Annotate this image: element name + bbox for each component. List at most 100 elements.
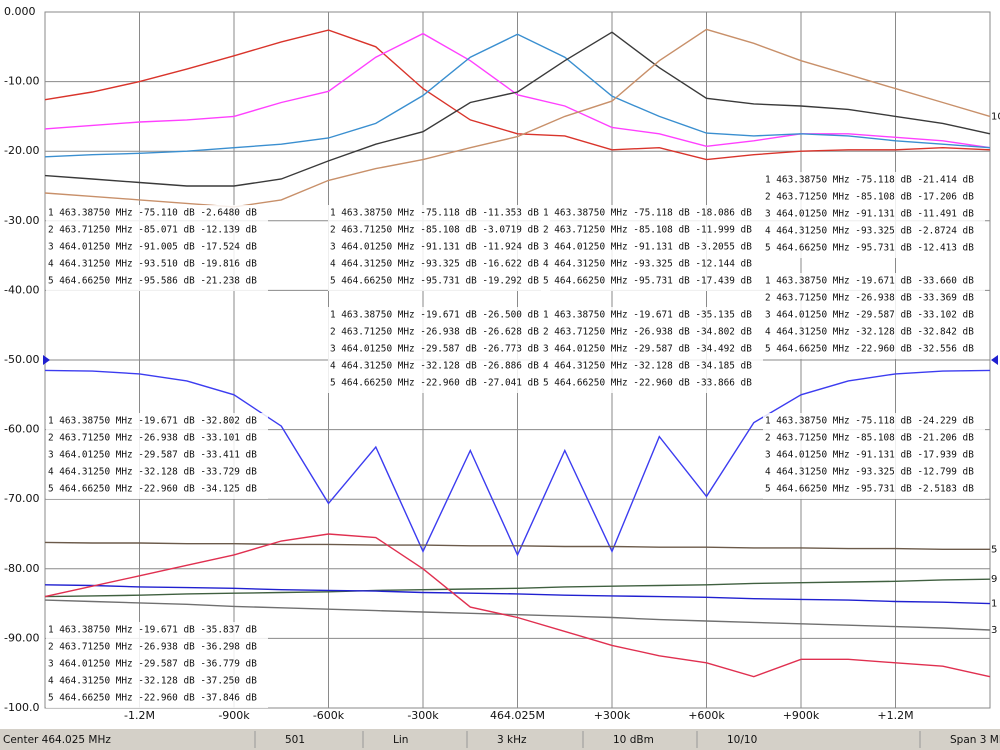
trace-end-label: 1 bbox=[991, 599, 997, 610]
trace-end-label: 5 bbox=[991, 544, 997, 555]
x-tick-label: 464.025M bbox=[490, 709, 545, 722]
trace bbox=[44, 578, 991, 598]
marker-readout: 4 464.31250 MHz -32.128 dB -33.729 dB bbox=[48, 467, 257, 478]
trace bbox=[44, 599, 991, 631]
x-tick-label: -600k bbox=[313, 709, 345, 722]
marker-readout: 2 463.71250 MHz -26.938 dB -33.369 dB bbox=[765, 293, 974, 304]
marker-readout: 3 464.01250 MHz -91.005 dB -17.524 dB bbox=[48, 242, 257, 253]
marker-readout: 5 464.66250 MHz -95.731 dB -19.292 dB bbox=[330, 276, 539, 287]
marker-readout: 1 463.38750 MHz -19.671 dB -32.802 dB bbox=[48, 416, 257, 427]
marker-readout: 4 464.31250 MHz -93.325 dB -16.622 dB bbox=[330, 259, 539, 270]
marker-readout: 2 463.71250 MHz -85.108 dB -17.206 dB bbox=[765, 192, 974, 203]
trace bbox=[44, 32, 991, 149]
marker-readout: 3 464.01250 MHz -91.131 dB -3.2055 dB bbox=[543, 242, 752, 253]
marker-readout: 2 463.71250 MHz -26.938 dB -34.802 dB bbox=[543, 327, 752, 338]
x-tick-label: -900k bbox=[218, 709, 250, 722]
marker-readout: 3 464.01250 MHz -29.587 dB -36.779 dB bbox=[48, 659, 257, 670]
marker-table-background bbox=[541, 205, 763, 291]
marker-table-background bbox=[763, 273, 985, 359]
x-tick-label: -300k bbox=[407, 709, 439, 722]
x-tick-label: +1.2M bbox=[877, 709, 913, 722]
status-field: Span 3 MHz bbox=[950, 734, 1000, 746]
marker-table-background bbox=[541, 307, 763, 393]
marker-readout: 4 464.31250 MHz -93.510 dB -19.816 dB bbox=[48, 259, 257, 270]
marker-table-background bbox=[328, 205, 550, 291]
marker-readout: 1 463.38750 MHz -19.671 dB -35.837 dB bbox=[48, 625, 257, 636]
trace-end-label: 10 bbox=[991, 111, 1000, 122]
marker-readout: 3 464.01250 MHz -91.131 dB -17.939 dB bbox=[765, 450, 974, 461]
marker-readout: 3 464.01250 MHz -29.587 dB -26.773 dB bbox=[330, 344, 539, 355]
marker-readout: 5 464.66250 MHz -95.731 dB -2.5183 dB bbox=[765, 484, 974, 495]
marker-readout: 3 464.01250 MHz -29.587 dB -33.411 dB bbox=[48, 450, 257, 461]
marker-table-background bbox=[46, 205, 268, 291]
y-tick-label: -70.00 bbox=[4, 492, 39, 505]
marker-readout: 1 463.38750 MHz -19.671 dB -35.135 dB bbox=[543, 310, 752, 321]
marker-readout: 1 463.38750 MHz -75.118 dB -24.229 dB bbox=[765, 416, 974, 427]
marker-readout: 5 464.66250 MHz -22.960 dB -27.041 dB bbox=[330, 378, 539, 389]
marker-readout: 1 463.38750 MHz -75.118 dB -21.414 dB bbox=[765, 175, 974, 186]
status-field: 3 kHz bbox=[497, 734, 527, 746]
status-field: Lin bbox=[393, 734, 408, 746]
status-field: 10 dBm bbox=[613, 734, 654, 746]
marker-readout: 5 464.66250 MHz -95.586 dB -21.238 dB bbox=[48, 276, 257, 287]
y-tick-label: -30.00 bbox=[4, 214, 39, 227]
x-tick-label: +300k bbox=[594, 709, 631, 722]
marker-readout: 4 464.31250 MHz -32.128 dB -32.842 dB bbox=[765, 327, 974, 338]
trace bbox=[44, 33, 991, 158]
y-tick-label: -20.00 bbox=[4, 144, 39, 157]
x-tick-label: +600k bbox=[688, 709, 725, 722]
marker-readout: 1 463.38750 MHz -75.110 dB -2.6480 dB bbox=[48, 208, 257, 219]
status-field: 501 bbox=[285, 734, 305, 746]
status-field: Center 464.025 MHz bbox=[3, 734, 111, 746]
marker-readout: 3 464.01250 MHz -29.587 dB -34.492 dB bbox=[543, 344, 752, 355]
marker-table-background bbox=[46, 413, 268, 499]
marker-readout: 2 463.71250 MHz -85.108 dB -21.206 dB bbox=[765, 433, 974, 444]
marker-readout: 3 464.01250 MHz -91.131 dB -11.924 dB bbox=[330, 242, 539, 253]
marker-table-background bbox=[763, 413, 985, 499]
marker-table-background bbox=[46, 622, 268, 708]
marker-readout: 1 463.38750 MHz -75.118 dB -18.086 dB bbox=[543, 208, 752, 219]
y-tick-label: 0.000 bbox=[4, 5, 36, 18]
marker-readout: 1 463.38750 MHz -19.671 dB -26.500 dB bbox=[330, 310, 539, 321]
trace bbox=[44, 369, 991, 557]
y-tick-label: -80.00 bbox=[4, 562, 39, 575]
marker-readout: 5 464.66250 MHz -22.960 dB -34.125 dB bbox=[48, 484, 257, 495]
marker-readout: 2 463.71250 MHz -26.938 dB -36.298 dB bbox=[48, 642, 257, 653]
y-tick-label: -60.00 bbox=[4, 423, 39, 436]
y-tick-label: -10.00 bbox=[4, 75, 39, 88]
y-tick-label: -90.00 bbox=[4, 631, 39, 644]
trace bbox=[44, 28, 991, 208]
marker-readout: 5 464.66250 MHz -95.731 dB -17.439 dB bbox=[543, 276, 752, 287]
reference-arrow bbox=[43, 355, 50, 365]
marker-readout: 3 464.01250 MHz -91.131 dB -11.491 dB bbox=[765, 209, 974, 220]
marker-readout: 2 463.71250 MHz -85.071 dB -12.139 dB bbox=[48, 225, 257, 236]
x-tick-label: +900k bbox=[783, 709, 820, 722]
marker-readout: 5 464.66250 MHz -22.960 dB -33.866 dB bbox=[543, 378, 752, 389]
marker-readout: 4 464.31250 MHz -32.128 dB -26.886 dB bbox=[330, 361, 539, 372]
trace bbox=[44, 31, 991, 187]
trace bbox=[44, 533, 991, 678]
marker-readout: 3 464.01250 MHz -29.587 dB -33.102 dB bbox=[765, 310, 974, 321]
status-bar: Center 464.025 MHz 501 Lin 3 kHz 10 dBm 10/10… bbox=[0, 729, 1000, 750]
marker-readout: 5 464.66250 MHz -22.960 dB -32.556 dB bbox=[765, 344, 974, 355]
marker-readout: 2 463.71250 MHz -85.108 dB -3.0719 dB bbox=[330, 225, 539, 236]
marker-readout: 2 463.71250 MHz -85.108 dB -11.999 dB bbox=[543, 225, 752, 236]
marker-readout: 4 464.31250 MHz -32.128 dB -37.250 dB bbox=[48, 676, 257, 687]
status-background bbox=[0, 729, 1000, 750]
marker-readout: 1 463.38750 MHz -75.118 dB -11.353 dB bbox=[330, 208, 539, 219]
marker-readout: 4 464.31250 MHz -32.128 dB -34.185 dB bbox=[543, 361, 752, 372]
marker-readout: 5 464.66250 MHz -95.731 dB -12.413 dB bbox=[765, 243, 974, 254]
y-tick-label: -100.0 bbox=[4, 701, 39, 714]
marker-table-background bbox=[763, 172, 985, 258]
y-tick-label: -40.00 bbox=[4, 283, 39, 296]
trace bbox=[44, 29, 991, 161]
marker-readout: 4 464.31250 MHz -93.325 dB -2.8724 dB bbox=[765, 226, 974, 237]
trace bbox=[44, 541, 990, 550]
marker-readout: 1 463.38750 MHz -19.671 dB -33.660 dB bbox=[765, 276, 974, 287]
trace-end-label: 3 bbox=[991, 625, 997, 636]
status-field: 10/10 bbox=[727, 734, 757, 746]
marker-readout: 4 464.31250 MHz -93.325 dB -12.144 dB bbox=[543, 259, 752, 270]
marker-readout: 2 463.71250 MHz -26.938 dB -33.101 dB bbox=[48, 433, 257, 444]
marker-table-background bbox=[328, 307, 550, 393]
